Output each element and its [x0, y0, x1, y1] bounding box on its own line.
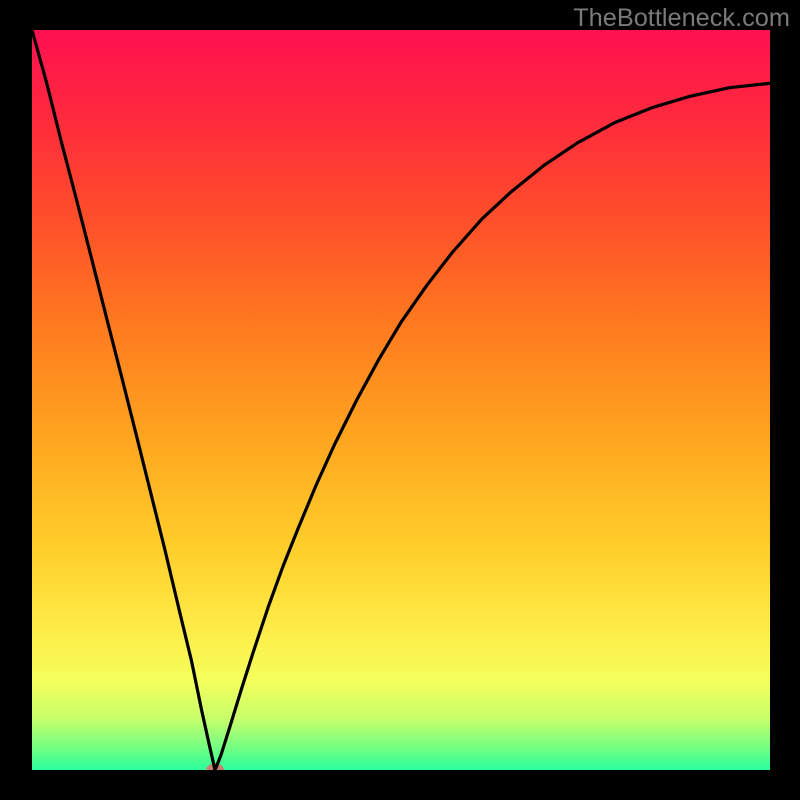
- chart-root: TheBottleneck.com: [0, 0, 800, 800]
- bottleneck-chart: [32, 30, 770, 770]
- chart-background: [32, 30, 770, 770]
- watermark-text: TheBottleneck.com: [573, 4, 790, 33]
